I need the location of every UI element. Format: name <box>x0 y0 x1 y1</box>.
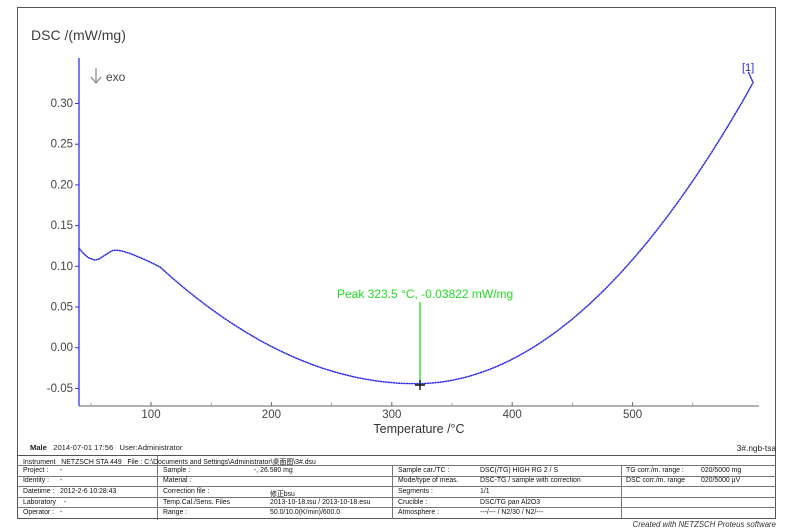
svg-text:200: 200 <box>262 409 281 421</box>
svg-text:0.15: 0.15 <box>51 220 73 232</box>
svg-text:300: 300 <box>382 409 401 421</box>
svg-text:Peak 323.5 °C, -0.03822 mW/mg: Peak 323.5 °C, -0.03822 mW/mg <box>337 287 513 301</box>
svg-text:-0.05: -0.05 <box>47 383 73 395</box>
svg-text:0.05: 0.05 <box>51 302 73 314</box>
svg-text:Temperature /°C: Temperature /°C <box>373 422 464 436</box>
svg-text:0.10: 0.10 <box>51 261 73 273</box>
svg-text:exo: exo <box>106 70 126 84</box>
svg-text:[1]: [1] <box>742 62 754 74</box>
svg-text:0.20: 0.20 <box>51 179 73 191</box>
svg-text:100: 100 <box>141 409 160 421</box>
svg-text:0.00: 0.00 <box>51 342 73 354</box>
svg-text:0.30: 0.30 <box>51 98 73 110</box>
svg-text:500: 500 <box>623 409 642 421</box>
svg-text:0.25: 0.25 <box>51 139 73 151</box>
svg-text:400: 400 <box>503 409 522 421</box>
